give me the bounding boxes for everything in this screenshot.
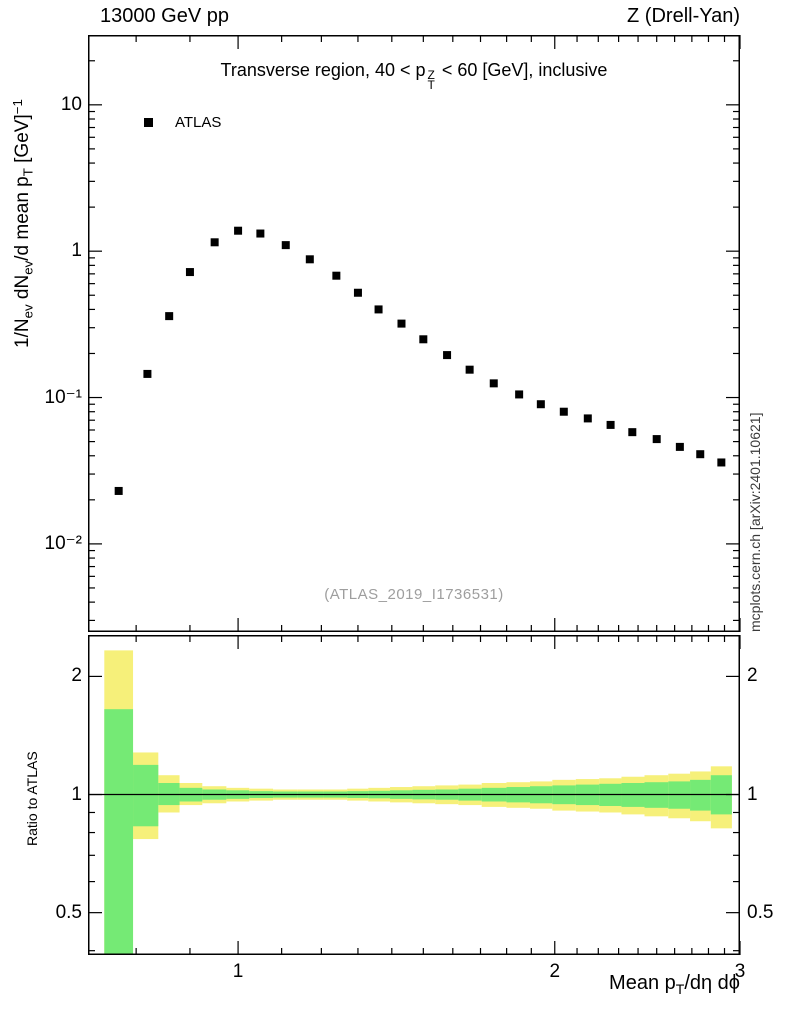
main-y-tick-label: 10⁻¹ xyxy=(44,386,83,408)
main-y-tick-label: 10⁻² xyxy=(44,532,83,554)
pt-z-superscript: Z xyxy=(427,68,435,82)
data-point xyxy=(256,229,265,238)
data-point xyxy=(717,458,726,467)
data-point xyxy=(536,400,545,409)
data-point xyxy=(583,414,592,423)
main-y-tick-label: 1 xyxy=(71,240,82,262)
ratio-y-tick-label-right: 2 xyxy=(747,665,758,687)
x-tick-label: 2 xyxy=(549,961,561,982)
data-point xyxy=(489,379,498,388)
data-point xyxy=(628,428,637,437)
data-point xyxy=(675,442,684,451)
data-point xyxy=(143,369,152,378)
main-plot-panel xyxy=(88,35,741,632)
ratio-y-tick-label-left: 0.5 xyxy=(55,901,82,923)
pt-z-subscript: T xyxy=(427,78,435,93)
data-uncertainty-band xyxy=(133,764,159,827)
ratio-y-tick-label-left: 2 xyxy=(71,665,82,687)
data-point xyxy=(165,312,174,321)
filled-square-marker-icon xyxy=(144,117,153,127)
ratio-y-tick-label-right: 0.5 xyxy=(747,901,774,923)
beam-energy-label: 13000 GeV pp xyxy=(100,5,229,27)
data-point xyxy=(419,335,428,344)
legend-entry-atlas: ATLAS xyxy=(144,112,221,132)
ratio-y-tick-label-right: 1 xyxy=(747,783,758,805)
data-point xyxy=(397,319,406,328)
data-point xyxy=(696,450,705,459)
data-uncertainty-band xyxy=(104,709,134,955)
data-point xyxy=(559,407,568,416)
plot-title-pre: Transverse region, 40 < p xyxy=(220,60,426,80)
main-y-axis-label: 1/Nev dNev/d mean pT [GeV]−1 xyxy=(10,99,36,348)
data-point xyxy=(465,365,474,374)
x-axis-label: Mean pT/dη dϕ xyxy=(609,972,740,997)
data-uncertainty-band xyxy=(690,779,711,811)
data-point xyxy=(515,390,524,399)
ratio-y-tick-label-left: 1 xyxy=(71,783,82,805)
uncertainty-bands xyxy=(104,650,732,955)
plot-title-post: < 60 [GeV], inclusive xyxy=(436,60,608,80)
ratio-plot-panel xyxy=(88,635,741,955)
data-point xyxy=(652,435,661,444)
x-tick-label: 3 xyxy=(734,961,746,982)
legend-label: ATLAS xyxy=(175,113,222,131)
x-tick-label: 1 xyxy=(232,961,244,982)
data-point xyxy=(281,241,290,250)
data-point xyxy=(353,288,362,297)
data-points xyxy=(114,226,726,495)
data-point xyxy=(210,238,219,247)
data-point xyxy=(114,486,123,495)
main-y-tick-label: 10 xyxy=(60,93,82,115)
data-point xyxy=(443,351,452,360)
analysis-id-watermark: (ATLAS_2019_I1736531) xyxy=(324,586,504,603)
data-point xyxy=(234,226,243,235)
data-point xyxy=(374,305,383,314)
data-point xyxy=(305,255,314,264)
mcplots-reference-note: mcplots.cern.ch [arXiv:2401.10621] xyxy=(747,412,763,632)
data-point xyxy=(606,420,615,429)
data-point xyxy=(332,271,341,280)
data-point xyxy=(185,268,194,277)
process-label: Z (Drell-Yan) xyxy=(627,5,740,27)
